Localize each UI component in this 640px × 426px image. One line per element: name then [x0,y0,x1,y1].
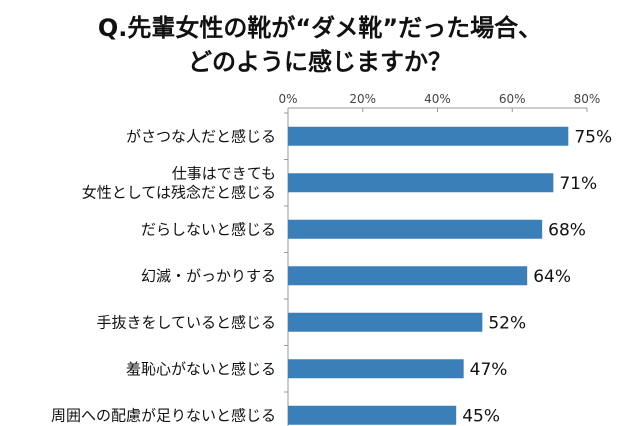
value-label: 75% [574,127,612,147]
bar [288,126,569,146]
bar [288,266,528,286]
x-tick-label: 40% [424,92,451,106]
bar [288,405,457,425]
category-label: がさつな人だと感じる [126,127,276,145]
bar [288,219,543,239]
category-label: 手抜きをしていると感じる [96,313,276,331]
category-label: 羞恥心がないと感じる [126,360,276,378]
x-tick-label: 20% [349,92,376,106]
value-label: 52% [488,313,526,333]
chart-title-line-2: どのように感じますか？ [188,48,452,76]
value-label: 71% [559,174,597,194]
x-tick-label: 0% [278,92,297,106]
category-label: 幻滅・がっかりする [141,267,276,285]
bar [288,173,554,193]
category-label: 仕事はできても [172,164,276,182]
value-label: 45% [462,406,500,426]
x-tick-label: 60% [499,92,526,106]
value-label: 47% [470,360,508,380]
value-label: 68% [548,220,586,240]
x-tick-label: 80% [574,92,601,106]
category-label: 周囲への配慮が足りないと感じる [51,406,276,424]
chart-title-line-1: Q.先輩女性の靴が“ダメ靴”だった場合、 [97,14,543,42]
value-label: 64% [533,267,571,287]
bar [288,359,464,379]
bar [288,312,483,332]
category-label: 女性としては残念だと感じる [82,183,276,201]
category-label: だらしないと感じる [141,220,276,238]
